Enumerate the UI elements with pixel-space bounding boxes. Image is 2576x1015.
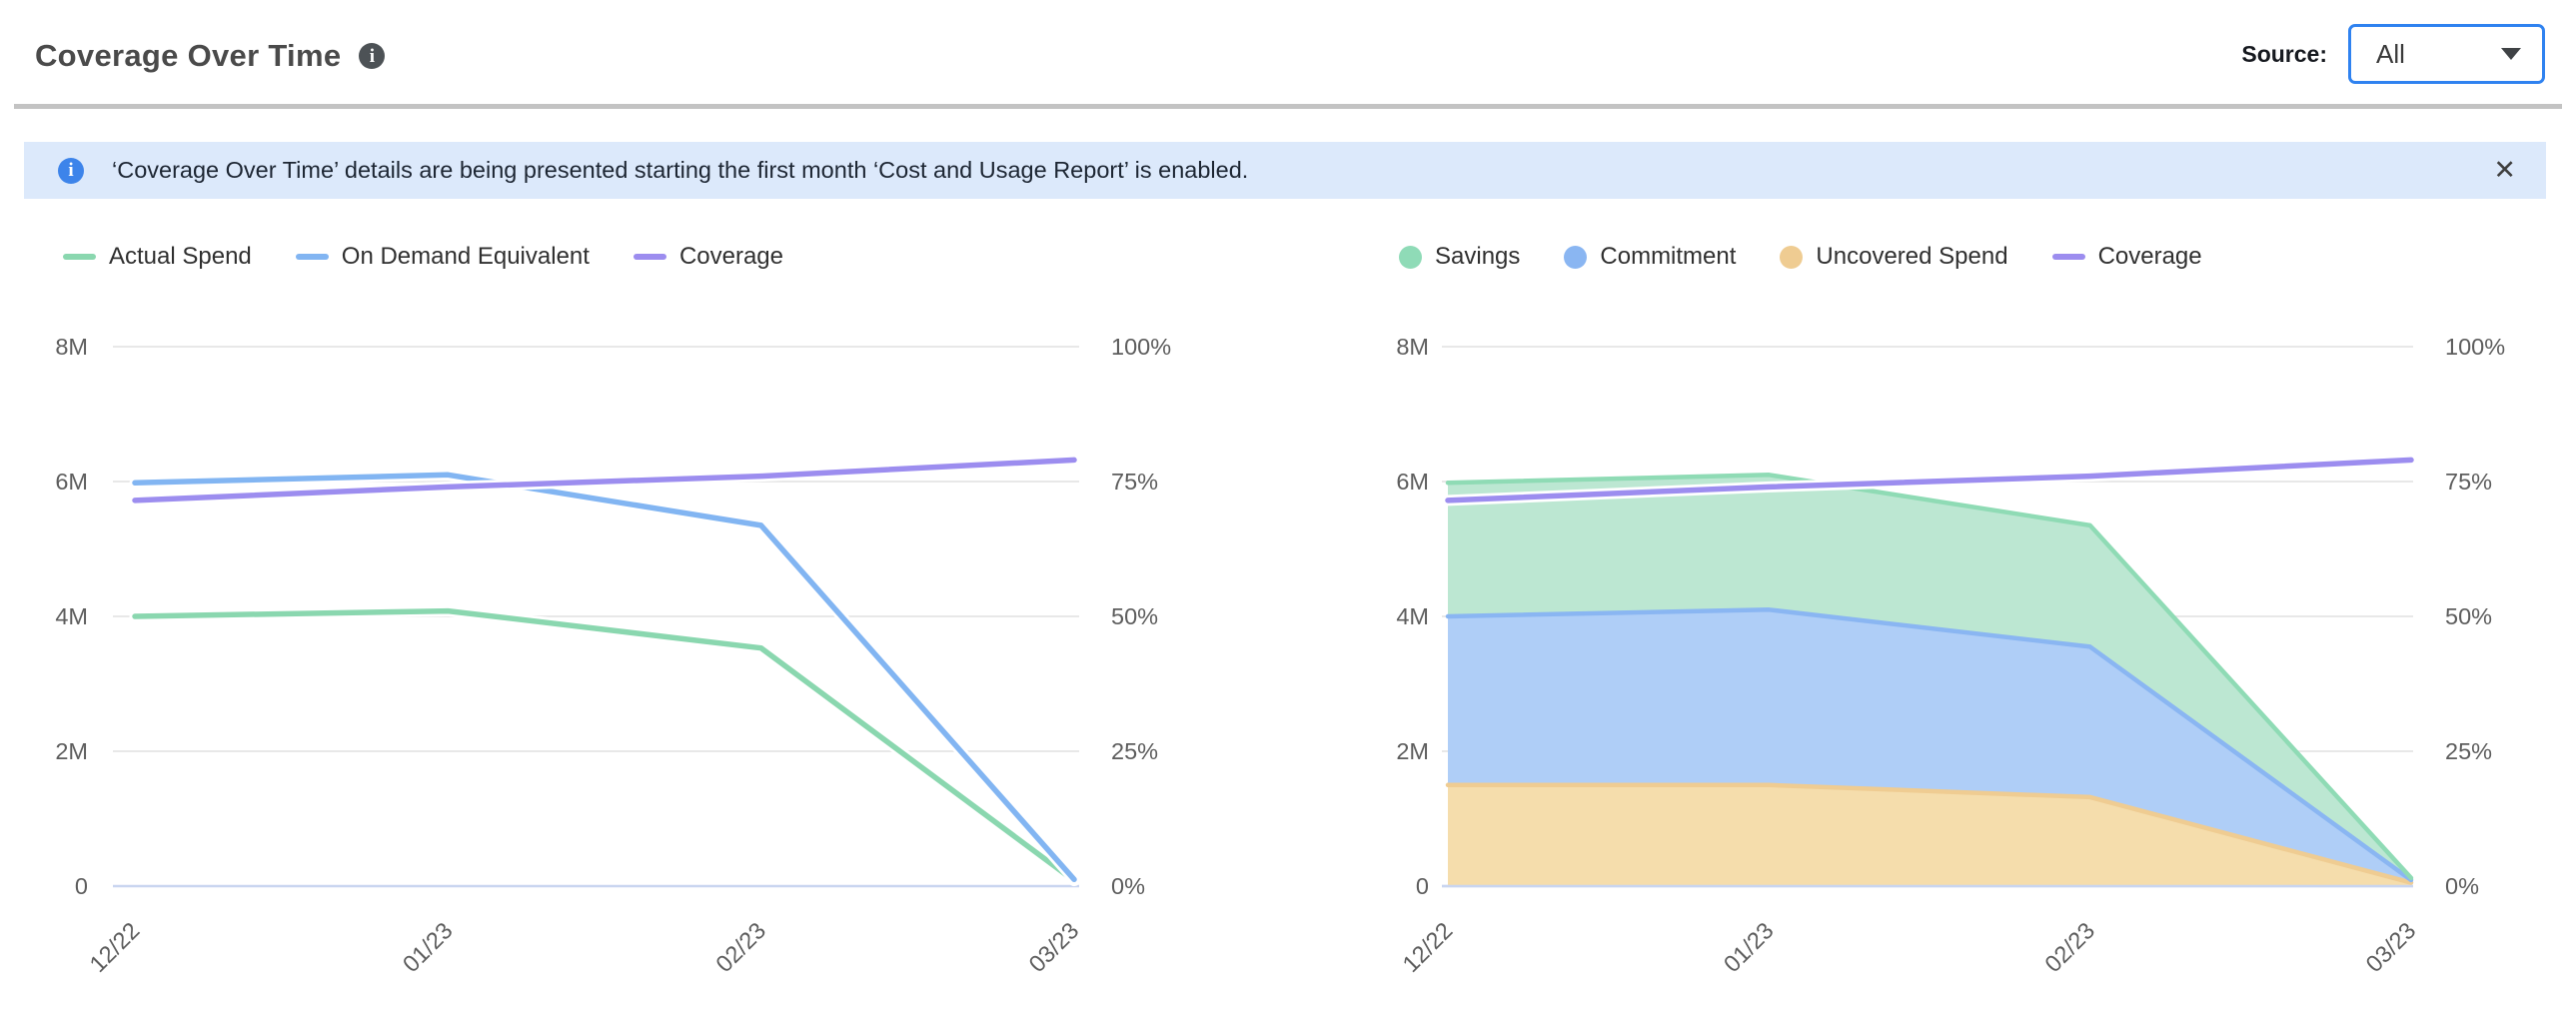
header-divider <box>14 104 2562 109</box>
y-axis-left-label: 2M <box>1396 738 1429 764</box>
series-line-on-demand-equivalent <box>132 472 1077 883</box>
x-axis-label: 12/22 <box>1398 917 1458 977</box>
x-axis-label: 12/22 <box>85 917 145 977</box>
legend-label: Commitment <box>1600 243 1737 270</box>
y-axis-left-label: 0 <box>1416 873 1429 899</box>
legend-areas-chart: Savings Commitment Uncovered Spend Coverage <box>1399 242 2576 272</box>
legend-line-icon-actual-spend <box>63 254 96 260</box>
x-axis-label: 01/23 <box>398 917 458 977</box>
source-filter: Source: All <box>2241 24 2545 84</box>
series-line-coverage <box>132 457 1077 504</box>
y-axis-right-label: 50% <box>1111 603 1158 629</box>
legend-item-commitment[interactable]: Commitment <box>1564 243 1736 271</box>
legend-label: On Demand Equivalent <box>341 243 590 270</box>
series-line-actual-spend <box>132 607 1077 884</box>
y-axis-right-label: 75% <box>2445 469 2492 495</box>
legend-item-coverage[interactable]: Coverage <box>633 243 783 271</box>
y-axis-left-label: 2M <box>55 738 88 764</box>
legend-item-actual-spend[interactable]: Actual Spend <box>63 243 252 271</box>
legend-dot-icon-commitment <box>1564 245 1588 269</box>
chevron-down-icon <box>2501 48 2521 60</box>
legend-item-savings[interactable]: Savings <box>1399 243 1520 271</box>
title-wrap: Coverage Over Time i <box>35 38 386 74</box>
x-axis-label: 01/23 <box>1719 917 1779 977</box>
x-axis-label: 02/23 <box>710 917 770 977</box>
area-edge-commitment <box>1445 607 2414 883</box>
y-axis-right-label: 25% <box>2445 738 2492 764</box>
y-axis-left-label: 6M <box>1396 469 1429 495</box>
legend-line-icon-coverage <box>2051 254 2085 260</box>
legend-label: Savings <box>1435 243 1521 270</box>
source-dropdown[interactable]: All <box>2348 24 2545 84</box>
legend-line-icon-coverage <box>633 254 666 260</box>
series-halo-actual-spend <box>129 605 1080 887</box>
legend-lines-chart: Actual Spend On Demand Equivalent Coverage <box>63 242 1288 272</box>
area-commitment <box>1448 609 2411 883</box>
y-axis-left-label: 4M <box>55 603 88 629</box>
banner-info-icon: i <box>58 157 84 184</box>
x-axis-label: 03/23 <box>1024 917 1084 977</box>
y-axis-left-label: 8M <box>55 334 88 360</box>
x-axis-label: 02/23 <box>2039 917 2099 977</box>
legend-label: Actual Spend <box>109 243 252 270</box>
y-axis-left-label: 6M <box>55 469 88 495</box>
chart-panel-lines: Actual Spend On Demand Equivalent Coverage… <box>0 228 1288 1015</box>
area-edge-savings <box>1445 473 2414 881</box>
area-uncovered-spend <box>1448 784 2411 886</box>
y-axis-left-label: 8M <box>1396 334 1429 360</box>
legend-label: Coverage <box>678 243 783 270</box>
charts-row: Actual Spend On Demand Equivalent Coverage… <box>0 228 2576 1015</box>
legend-line-icon-on-demand-equivalent <box>295 254 329 260</box>
y-axis-right-label: 100% <box>1111 334 1171 360</box>
y-axis-right-label: 0% <box>2445 873 2479 899</box>
page-title: Coverage Over Time <box>35 38 342 73</box>
areas-chart: 8M 100% 6M 75% 4M 50% 2M 25% 0 0% 12/22 01/23 02/23 0… <box>1396 334 2505 977</box>
legend-label: Coverage <box>2097 243 2202 270</box>
info-banner: i ‘Coverage Over Time’ details are being… <box>24 142 2546 199</box>
legend-dot-icon-uncovered-spend <box>1780 245 1804 269</box>
y-axis-left-label: 4M <box>1396 603 1429 629</box>
title-info-icon[interactable]: i <box>359 43 386 69</box>
x-axis-label: 03/23 <box>2361 917 2421 977</box>
area-savings <box>1448 475 2411 880</box>
source-dropdown-value: All <box>2376 38 2405 69</box>
banner-message: ‘Coverage Over Time’ details are being p… <box>112 157 1249 183</box>
source-label: Source: <box>2241 40 2327 67</box>
y-axis-right-label: 100% <box>2445 334 2505 360</box>
series-halo-on-demand-equivalent <box>129 469 1080 885</box>
legend-item-coverage[interactable]: Coverage <box>2051 243 2202 271</box>
lines-chart: 8M 100% 6M 75% 4M 50% 2M 25% 0 0% 12/22 01/23 02/23 0… <box>55 334 1171 977</box>
legend-label: Uncovered Spend <box>1816 243 2008 270</box>
y-axis-right-label: 75% <box>1111 469 1158 495</box>
chart-panel-areas: Savings Commitment Uncovered Spend Coverage… <box>1288 228 2576 1015</box>
header: Coverage Over Time i Source: All <box>0 0 2576 104</box>
y-axis-left-label: 0 <box>75 873 88 899</box>
legend-dot-icon-savings <box>1399 245 1422 269</box>
y-axis-right-label: 50% <box>2445 603 2492 629</box>
banner-close-icon[interactable]: ✕ <box>2489 157 2520 184</box>
legend-item-uncovered-spend[interactable]: Uncovered Spend <box>1780 243 2008 271</box>
series-line-coverage <box>1445 457 2414 504</box>
area-edge-uncovered-spend <box>1445 782 2414 885</box>
y-axis-right-label: 25% <box>1111 738 1158 764</box>
y-axis-right-label: 0% <box>1111 873 1145 899</box>
legend-item-on-demand-equivalent[interactable]: On Demand Equivalent <box>295 243 590 271</box>
